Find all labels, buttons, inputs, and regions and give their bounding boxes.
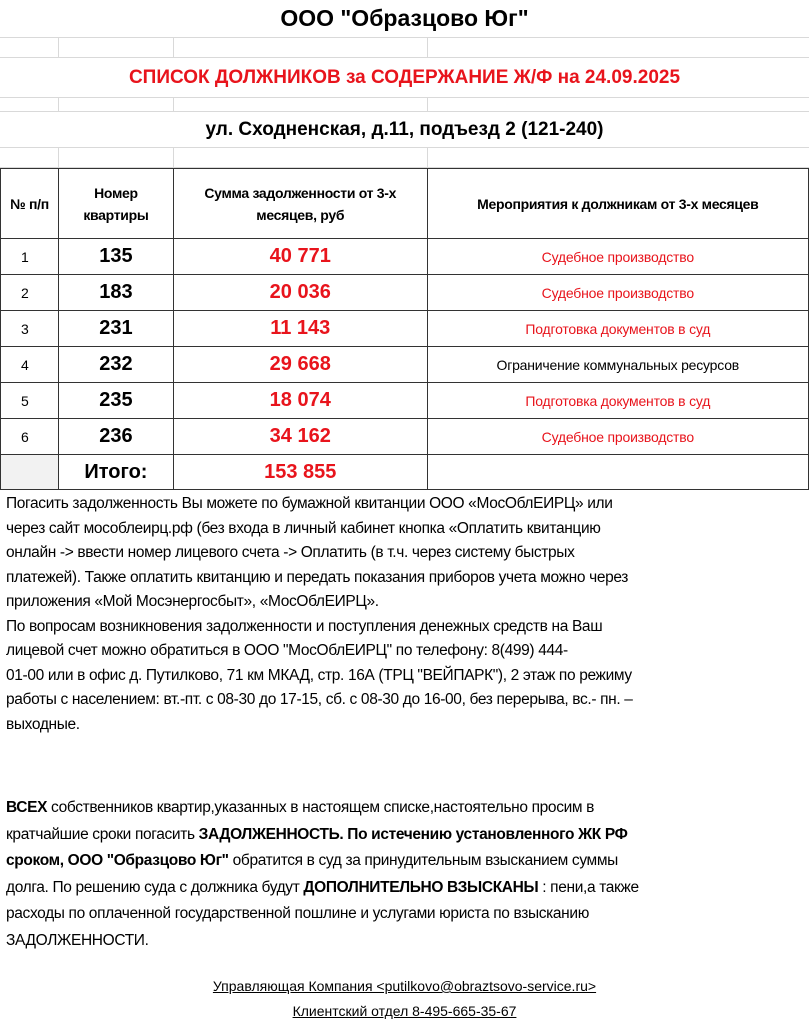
table-row: 4 232 29 668 Ограничение коммунальных ре…: [0, 346, 809, 383]
blank-row: [0, 98, 809, 112]
table-row: 3 231 11 143 Подготовка документов в суд: [0, 310, 809, 347]
header-grid: ООО "Образцово Юг" СПИСОК ДОЛЖНИКОВ за С…: [0, 0, 809, 168]
blank-row: [0, 38, 809, 58]
col-apartment: Номер квартиры: [57, 168, 174, 239]
info-line: онлайн -> ввести номер лицевого счета ->…: [6, 544, 575, 561]
col-actions: Мероприятия к должникам от 3-х месяцев: [426, 168, 809, 239]
list-title: СПИСОК ДОЛЖНИКОВ за СОДЕРЖАНИЕ Ж/Ф на 24…: [0, 58, 809, 98]
row-number: 4: [0, 346, 59, 383]
action: Судебное производство: [426, 418, 809, 455]
company-title: ООО "Образцово Юг": [0, 0, 809, 38]
apartment-number: 236: [57, 418, 174, 455]
action: Ограничение коммунальных ресурсов: [426, 346, 809, 383]
debt-amount: 11 143: [172, 310, 428, 347]
debt-amount: 40 771: [172, 238, 428, 275]
table-row: 2 183 20 036 Судебное производство: [0, 274, 809, 311]
total-value: 153 855: [172, 454, 428, 490]
row-number: 2: [0, 274, 59, 311]
col-debt: Сумма задолженности от 3-х месяцев, руб: [172, 168, 428, 239]
info-line: лицевой счет можно обратиться в ООО "Мос…: [6, 642, 568, 659]
row-number: 3: [0, 310, 59, 347]
info-line: Погасить задолженность Вы можете по бума…: [6, 495, 613, 512]
action: Судебное производство: [426, 274, 809, 311]
info-line: через сайт мособлеирц.рф (без входа в ли…: [6, 519, 601, 537]
info-line: По вопросам возникновения задолженности …: [6, 617, 603, 635]
info-line: приложения «Мой Мосэнергосбыт», «МосОблЕ…: [6, 593, 379, 610]
table-row: 5 235 18 074 Подготовка документов в суд: [0, 382, 809, 419]
info-line: выходные.: [6, 715, 80, 733]
debt-amount: 20 036: [172, 274, 428, 311]
footer-client-phone: Клиентский отдел 8-495-665-35-67: [292, 1003, 517, 1019]
action: Судебное производство: [426, 238, 809, 275]
debt-amount: 18 074: [172, 382, 428, 419]
row-number: 6: [0, 418, 59, 455]
row-number: 5: [0, 382, 59, 419]
col-number: № п/п: [0, 168, 59, 239]
info-line: работы с населением: вт.-пт. с 08-30 до …: [6, 691, 633, 708]
action: Подготовка документов в суд: [426, 382, 809, 419]
total-label: Итого:: [57, 454, 174, 490]
total-row: Итого: 153 855: [0, 454, 809, 490]
apartment-number: 232: [57, 346, 174, 383]
table-row: 1 135 40 771 Судебное производство: [0, 238, 809, 275]
payment-info: Погасить задолженность Вы можете по бума…: [6, 492, 806, 737]
debt-amount: 29 668: [172, 346, 428, 383]
debtors-table: № п/п Номер квартиры Сумма задолженности…: [0, 168, 809, 490]
address: ул. Сходненская, д.11, подъезд 2 (121-24…: [0, 112, 809, 148]
table-row: 6 236 34 162 Судебное производство: [0, 418, 809, 455]
apartment-number: 235: [57, 382, 174, 419]
debt-amount: 34 162: [172, 418, 428, 455]
apartment-number: 183: [57, 274, 174, 311]
notice: ВСЕХ собственников квартир,указанных в н…: [6, 799, 639, 949]
info-line: платежей). Также оплатить квитанцию и пе…: [6, 568, 629, 586]
footer-company-email[interactable]: Управляющая Компания <putilkovo@obraztso…: [212, 978, 597, 994]
apartment-number: 231: [57, 310, 174, 347]
row-number: 1: [0, 238, 59, 275]
info-line: 01-00 или в офис д. Путилково, 71 км МКА…: [6, 666, 632, 684]
apartment-number: 135: [57, 238, 174, 275]
blank-row: [0, 148, 809, 168]
action: Подготовка документов в суд: [426, 310, 809, 347]
